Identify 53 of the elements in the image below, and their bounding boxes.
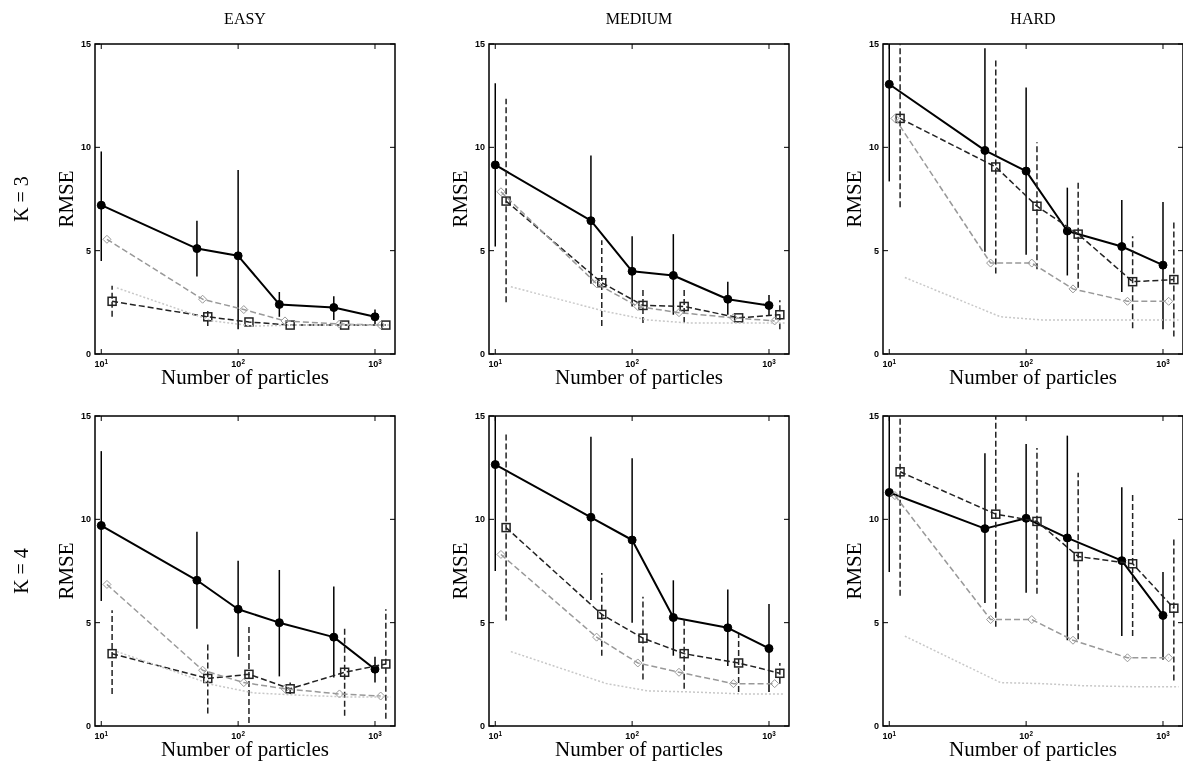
- y-tick-label: 5: [873, 245, 879, 256]
- text: K = 4: [10, 548, 32, 594]
- y-tick-label: 10: [474, 142, 485, 153]
- y-axis-title: RMSE: [842, 542, 866, 600]
- y-tick-label: 15: [80, 411, 91, 422]
- x-tick-label: 10$^{1}$: [488, 357, 503, 369]
- x-tick-label: 10$^{2}$: [231, 729, 246, 741]
- y-tick-label: 10: [80, 142, 91, 153]
- y-tick-label: 10: [868, 514, 879, 525]
- x-tick-label: 10$^{3}$: [368, 357, 383, 369]
- y-tick-label: 10: [474, 514, 485, 525]
- x-tick-label: 10$^{3}$: [1156, 729, 1171, 741]
- y-tick-label: 0: [479, 349, 485, 360]
- x-tick-label: 10$^{1}$: [488, 729, 503, 741]
- y-tick-label: 0: [873, 349, 879, 360]
- y-axis-title: RMSE: [448, 542, 472, 600]
- x-tick-label: 10$^{2}$: [625, 357, 640, 369]
- x-tick-label: 10$^{1}$: [882, 729, 897, 741]
- x-tick-label: 10$^{3}$: [1156, 357, 1171, 369]
- x-tick-label: 10$^{2}$: [231, 357, 246, 369]
- y-axis-title: RMSE: [448, 170, 472, 228]
- text: K = 3: [10, 176, 32, 222]
- y-tick-label: 15: [868, 39, 879, 50]
- y-axis-title: RMSE: [842, 170, 866, 228]
- y-tick-label: 5: [873, 617, 879, 628]
- y-tick-label: 5: [479, 245, 485, 256]
- x-tick-label: 10$^{3}$: [762, 357, 777, 369]
- chart-title: MEDIUM: [605, 10, 673, 27]
- chart-title: HARD: [1010, 10, 1056, 27]
- x-tick-label: 10$^{1}$: [94, 357, 109, 369]
- y-tick-label: 0: [479, 721, 485, 732]
- y-tick-label: 15: [868, 411, 879, 422]
- y-axis-title: RMSE: [54, 542, 78, 600]
- y-tick-label: 10: [80, 514, 91, 525]
- y-tick-label: 5: [479, 617, 485, 628]
- y-tick-label: 15: [80, 39, 91, 50]
- y-tick-label: 15: [474, 411, 485, 422]
- x-tick-label: 10$^{1}$: [882, 357, 897, 369]
- y-axis-title: RMSE: [54, 170, 78, 228]
- y-tick-label: 10: [868, 142, 879, 153]
- y-tick-label: 5: [85, 617, 91, 628]
- y-tick-label: 5: [85, 245, 91, 256]
- y-tick-label: 15: [474, 39, 485, 50]
- x-tick-label: 10$^{2}$: [625, 729, 640, 741]
- y-tick-label: 0: [85, 721, 91, 732]
- x-tick-label: 10$^{1}$: [94, 729, 109, 741]
- y-tick-label: 0: [873, 721, 879, 732]
- x-tick-label: 10$^{2}$: [1019, 729, 1034, 741]
- x-tick-label: 10$^{3}$: [762, 729, 777, 741]
- x-tick-label: 10$^{3}$: [368, 729, 383, 741]
- chart-title: EASY: [224, 10, 267, 27]
- x-tick-label: 10$^{2}$: [1019, 357, 1034, 369]
- y-tick-label: 0: [85, 349, 91, 360]
